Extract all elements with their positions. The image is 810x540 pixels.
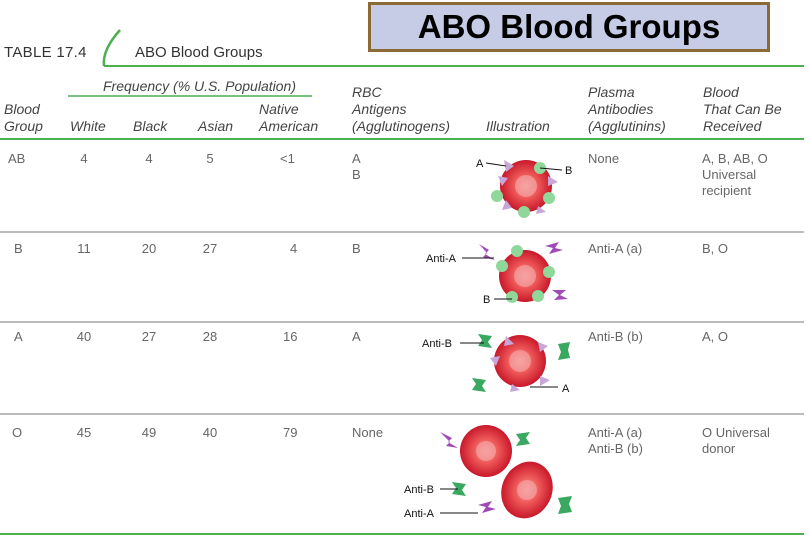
header-rbc-antigens: RBC Antigens (Agglutinogens)	[352, 84, 451, 134]
antigen-b-marker	[506, 291, 518, 303]
o-red-cell-illustration: Anti-B Anti-A	[404, 425, 572, 520]
antigen-a-marker	[548, 176, 558, 186]
antigen-a-marker	[540, 376, 550, 386]
row-ab-group: AB	[8, 151, 26, 166]
row-b-white: 11	[77, 241, 91, 256]
antigen-b-marker	[496, 260, 508, 272]
header-plasma-antibodies: Plasma Antibodies (Agglutinins)	[588, 84, 666, 134]
antigen-a-marker	[536, 206, 546, 214]
a-red-cell-illustration: Anti-B A	[422, 334, 570, 395]
row-b-black: 20	[141, 241, 157, 256]
row-o-group: O	[12, 425, 23, 440]
row-ab-native: <1	[280, 151, 295, 166]
anti-b-antibody	[558, 342, 570, 360]
header-black: Black	[133, 118, 168, 134]
antigen-a-marker	[502, 200, 512, 210]
antigen-a-marker	[538, 342, 548, 352]
label-anti-b: Anti-B	[422, 338, 452, 350]
ab-red-cell-illustration: A B	[476, 158, 572, 218]
row-a-native: 16	[283, 329, 298, 344]
header-illustration: Illustration	[486, 118, 550, 134]
row-b-received: B, O	[702, 241, 729, 256]
label-a: A	[476, 158, 484, 170]
row-o-antibodies: Anti-A (a) Anti-B (b)	[588, 425, 643, 456]
label-anti-a: Anti-A	[426, 253, 457, 265]
row-ab-antibodies: None	[588, 151, 620, 166]
header-native-american: Native American	[259, 101, 319, 134]
anti-a-antibody	[440, 432, 458, 448]
antigen-a-marker	[498, 176, 508, 186]
antigen-b-marker	[518, 206, 530, 218]
antigen-a-marker	[504, 336, 514, 346]
row-o-black: 49	[141, 425, 157, 440]
row-b-antigens: B	[352, 241, 361, 256]
row-b-group: B	[14, 241, 23, 256]
row-a-white: 40	[76, 329, 92, 344]
header-asian: Asian	[198, 118, 234, 134]
row-o-white: 45	[76, 425, 92, 440]
antigen-b-marker	[543, 192, 555, 204]
row-a-group: A	[14, 329, 23, 344]
row-a-antibodies: Anti-B (b)	[588, 329, 643, 344]
row-b-antibodies: Anti-A (a)	[588, 241, 643, 256]
row-a-antigens: A	[352, 329, 361, 344]
antigen-b-marker	[532, 290, 544, 302]
row-a-asian: 28	[202, 329, 218, 344]
antigen-b-marker	[511, 245, 523, 257]
anti-b-antibody	[452, 482, 466, 496]
row-a-black: 27	[141, 329, 157, 344]
table-label: TABLE 17.4	[4, 44, 87, 61]
header-white: White	[70, 118, 106, 134]
label-b: B	[483, 294, 490, 306]
anti-b-antibody	[558, 496, 572, 514]
header-blood-group: Blood Group	[4, 101, 43, 134]
slide-title: ABO Blood Groups	[368, 2, 770, 52]
antigen-b-marker	[491, 190, 503, 202]
label-a: A	[562, 383, 570, 395]
row-b-asian: 27	[202, 241, 218, 256]
row-ab-white: 4	[80, 151, 88, 166]
b-red-cell-illustration: Anti-A B	[426, 242, 568, 306]
row-ab-received: A, B, AB, O Universal recipient	[702, 151, 768, 198]
table-name: ABO Blood Groups	[135, 44, 263, 61]
caption-flourish	[102, 29, 121, 67]
row-o-native: 79	[283, 425, 298, 440]
label-anti-b: Anti-B	[404, 484, 434, 496]
label-anti-a: Anti-A	[404, 508, 435, 520]
row-o-asian: 40	[202, 425, 218, 440]
anti-a-antibody	[552, 290, 568, 300]
anti-b-antibody	[472, 378, 486, 392]
anti-a-antibody	[479, 244, 495, 260]
antigen-a-marker	[504, 160, 514, 172]
header-received: Blood That Can Be Received	[703, 84, 782, 134]
antigen-a-marker	[490, 356, 500, 366]
row-ab-asian: 5	[206, 151, 214, 166]
row-o-received: O Universal donor	[702, 425, 770, 456]
frequency-header: Frequency (% U.S. Population)	[103, 78, 296, 94]
antigen-b-marker	[543, 266, 555, 278]
row-o-antigens: None	[352, 425, 384, 440]
anti-b-antibody	[478, 334, 492, 348]
row-ab-black: 4	[145, 151, 153, 166]
anti-b-antibody	[516, 432, 530, 446]
anti-a-antibody	[545, 242, 563, 254]
antigen-a-marker	[510, 384, 520, 392]
anti-a-antibody	[478, 501, 496, 513]
row-b-native: 4	[290, 241, 298, 256]
row-a-received: A, O	[702, 329, 729, 344]
label-b: B	[565, 165, 572, 177]
